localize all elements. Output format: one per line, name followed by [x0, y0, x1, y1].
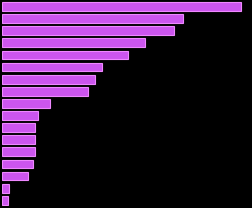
Bar — [2, 160, 33, 168]
Bar — [2, 99, 50, 108]
Bar — [2, 135, 35, 144]
Bar — [2, 184, 9, 193]
Bar — [2, 87, 87, 96]
Bar — [2, 63, 102, 71]
Bar — [2, 2, 240, 11]
Bar — [2, 14, 183, 23]
Bar — [2, 38, 145, 47]
Bar — [2, 196, 8, 205]
Bar — [2, 147, 35, 156]
Bar — [2, 123, 35, 132]
Bar — [2, 172, 28, 180]
Bar — [2, 111, 38, 120]
Bar — [2, 51, 128, 59]
Bar — [2, 26, 173, 35]
Bar — [2, 75, 95, 83]
